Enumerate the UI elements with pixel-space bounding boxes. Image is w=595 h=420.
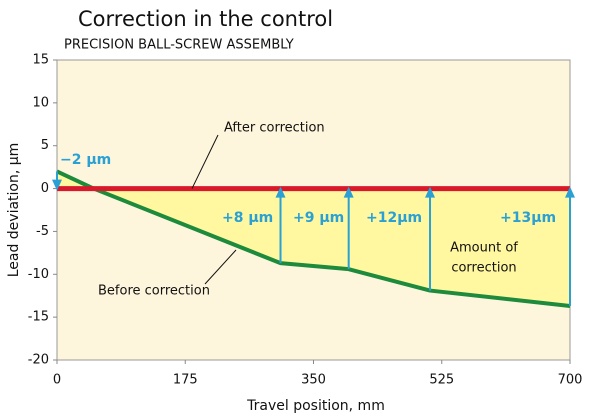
x-tick-label: 700 xyxy=(558,373,583,388)
y-tick-label: 15 xyxy=(32,53,49,68)
correction-label: +13µm xyxy=(500,210,556,226)
area-label: correction xyxy=(451,261,516,276)
x-axis-label: Travel position, mm xyxy=(246,398,385,414)
series-annotation: After correction xyxy=(224,121,325,136)
x-tick-label: 525 xyxy=(429,373,454,388)
correction-label: +12µm xyxy=(366,210,422,226)
correction-label: −2 µm xyxy=(60,152,111,168)
correction-label: +8 µm xyxy=(222,210,273,226)
x-tick-label: 0 xyxy=(53,373,61,388)
y-tick-label: -10 xyxy=(28,267,49,282)
series-annotation: Before correction xyxy=(98,284,210,299)
x-tick-label: 350 xyxy=(301,373,326,388)
arrow-head xyxy=(275,186,286,198)
arrow-head xyxy=(343,186,354,198)
chart-subtitle: PRECISION BALL-SCREW ASSEMBLY xyxy=(64,38,294,53)
area-label: Amount of xyxy=(450,241,518,256)
y-axis-label: Lead deviation, µm xyxy=(6,143,22,278)
y-tick-label: -20 xyxy=(28,353,49,368)
leader xyxy=(204,249,237,285)
arrow-head xyxy=(425,186,436,198)
chart-title: Correction in the control xyxy=(78,7,333,31)
correction-area xyxy=(57,171,570,306)
y-tick-label: -5 xyxy=(36,224,49,239)
arrow-head xyxy=(52,179,62,191)
leader xyxy=(191,134,219,189)
y-tick-label: 0 xyxy=(41,181,49,196)
x-tick-label: 175 xyxy=(173,373,198,388)
y-tick-label: 10 xyxy=(32,95,49,110)
series-line xyxy=(56,169,571,308)
correction-label: +9 µm xyxy=(293,210,344,226)
arrow-head xyxy=(565,186,575,198)
y-tick-label: -15 xyxy=(28,310,49,325)
y-tick-label: 5 xyxy=(41,138,49,153)
